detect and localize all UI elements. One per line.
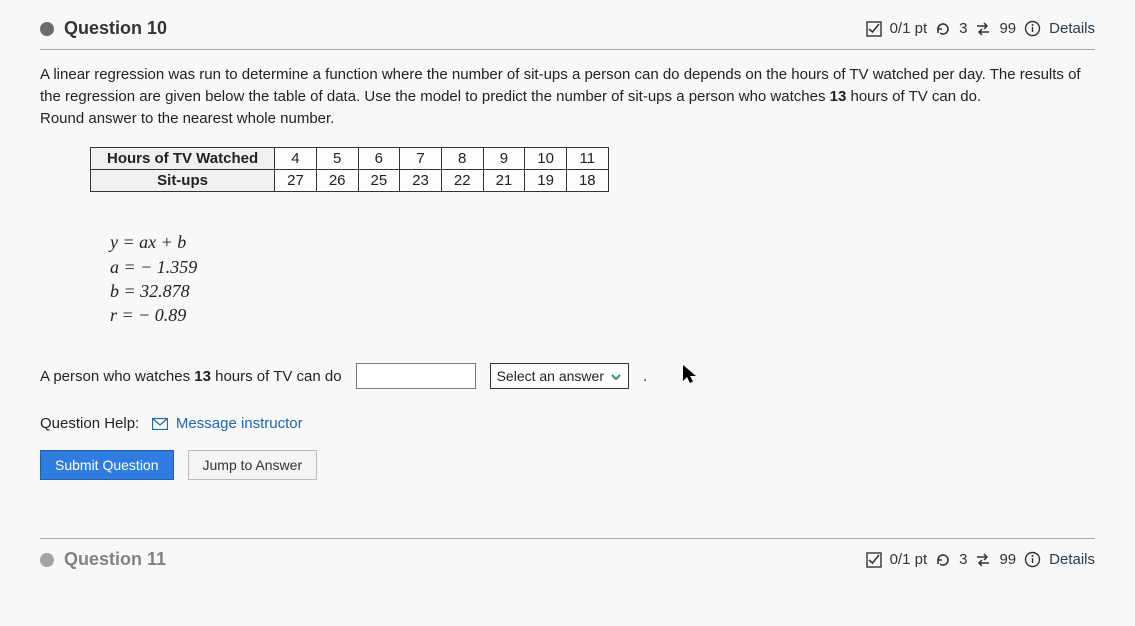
help-line: Question Help: Message instructor [40,415,1095,432]
retry-icon[interactable] [935,552,951,568]
answer-prefix: A person who watches 13 hours of TV can … [40,368,342,385]
question-status-dot-icon [40,22,54,36]
table-cell: 9 [483,148,525,170]
table-cell: 7 [400,148,442,170]
prompt-text-1-end: hours of TV can do. [846,88,981,105]
details-link[interactable]: Details [1049,20,1095,37]
swap-icon[interactable] [975,21,991,37]
next-question-number: Question 11 [64,549,166,570]
table-cell: 18 [566,170,608,192]
table-cell: 4 [275,148,317,170]
table-cell: 22 [441,170,483,192]
chevron-down-icon [610,369,622,383]
next-question-header: Question 11 0/1 pt 3 99 Details [40,538,1095,570]
prompt-hours-bold: 13 [830,88,847,105]
question-status-dot-icon [40,553,54,567]
info-icon[interactable] [1024,20,1041,37]
next-score-text: 0/1 pt [890,551,928,568]
question-title-group: Question 10 [40,18,167,39]
info-icon[interactable] [1024,551,1041,568]
answer-input[interactable] [356,363,476,389]
table-cell: 26 [316,170,358,192]
swap-icon[interactable] [975,552,991,568]
retry-icon[interactable] [935,21,951,37]
jump-to-answer-button[interactable]: Jump to Answer [188,450,318,480]
attempts-left: 99 [999,20,1016,37]
question-page: Question 10 0/1 pt 3 99 Details A linear… [0,0,1135,626]
regression-equations: y = ax + b a = − 1.359 b = 32.878 r = − … [110,230,1095,327]
table-cell: 11 [566,148,608,170]
next-question-title-group: Question 11 [40,549,166,570]
select-placeholder: Select an answer [497,368,604,384]
table-row: Sit-ups 27 26 25 23 22 21 19 18 [91,170,609,192]
table-cell: 8 [441,148,483,170]
prompt-text-2: Round answer to the nearest whole number… [40,110,334,127]
equation-line: b = 32.878 [110,279,1095,303]
table-cell: 23 [400,170,442,192]
message-instructor-link[interactable]: Message instructor [176,415,303,432]
next-score-bar: 0/1 pt 3 99 Details [866,551,1095,568]
table-cell: 10 [525,148,567,170]
retry-count: 3 [959,20,967,37]
cursor-icon [681,363,699,385]
score-bar: 0/1 pt 3 99 Details [866,20,1095,37]
score-text: 0/1 pt [890,20,928,37]
next-details-link[interactable]: Details [1049,551,1095,568]
data-table: Hours of TV Watched 4 5 6 7 8 9 10 11 Si… [90,147,609,192]
footer-buttons: Submit Question Jump to Answer [40,450,1095,480]
table-cell: 25 [358,170,400,192]
table-cell: 21 [483,170,525,192]
table-cell: 19 [525,170,567,192]
answer-period: . [643,368,647,385]
table-cell: 5 [316,148,358,170]
envelope-icon [152,415,168,432]
table-header-hours: Hours of TV Watched [91,148,275,170]
answer-line: A person who watches 13 hours of TV can … [40,363,1095,389]
checkbox-icon [866,552,882,568]
question-number: Question 10 [64,18,167,39]
table-row: Hours of TV Watched 4 5 6 7 8 9 10 11 [91,148,609,170]
submit-question-button[interactable]: Submit Question [40,450,174,480]
checkbox-icon [866,21,882,37]
table-header-situps: Sit-ups [91,170,275,192]
equation-line: a = − 1.359 [110,255,1095,279]
next-retry-count: 3 [959,551,967,568]
next-attempts-left: 99 [999,551,1016,568]
question-prompt: A linear regression was run to determine… [40,64,1095,129]
equation-line: y = ax + b [110,230,1095,254]
equation-line: r = − 0.89 [110,303,1095,327]
unit-select[interactable]: Select an answer [490,363,629,389]
table-cell: 6 [358,148,400,170]
question-body: A linear regression was run to determine… [40,50,1095,524]
help-label: Question Help: [40,415,139,432]
table-cell: 27 [275,170,317,192]
question-header: Question 10 0/1 pt 3 99 Details [40,12,1095,50]
